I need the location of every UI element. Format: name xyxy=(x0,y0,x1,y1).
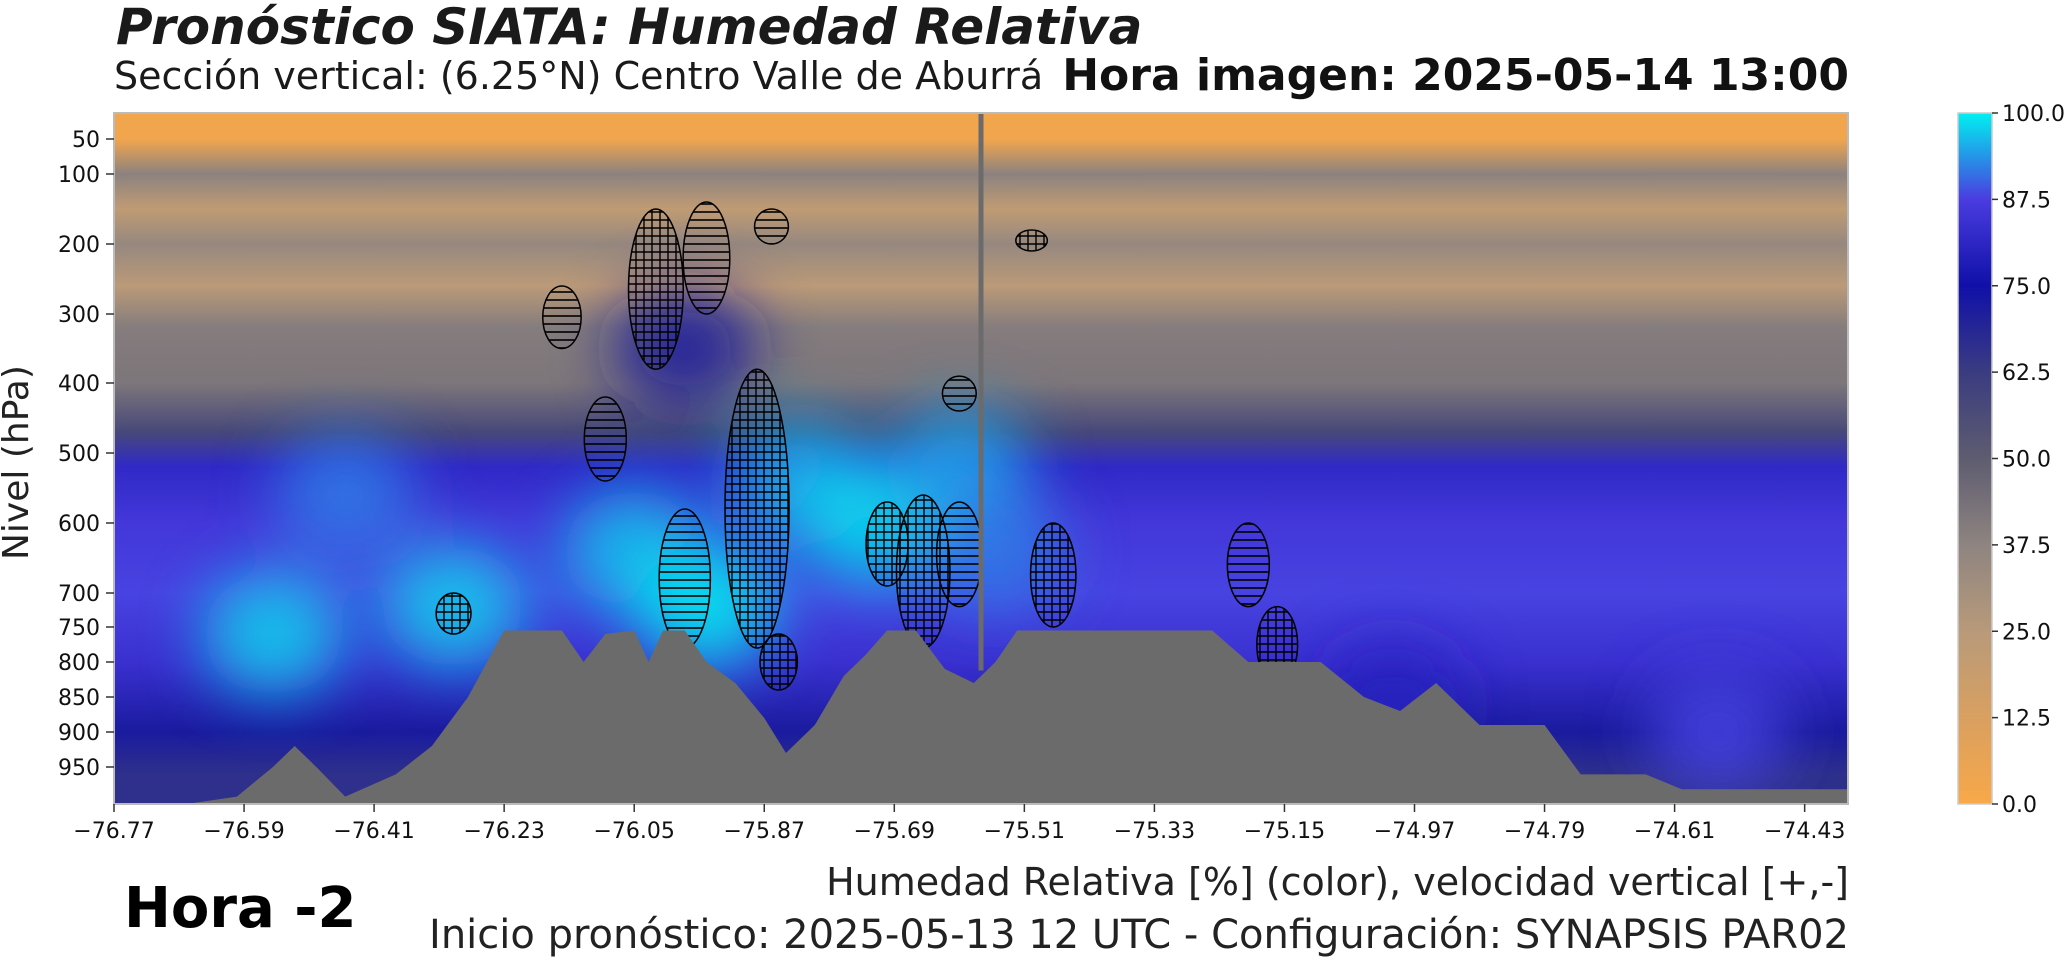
y-tick-label: 600 xyxy=(58,512,100,537)
y-tick-label: 100 xyxy=(58,163,100,188)
colorbar-tick-label: 50.0 xyxy=(2002,448,2051,473)
x-tick-label: −75.33 xyxy=(1114,819,1195,844)
x-tick-label: −76.41 xyxy=(333,819,414,844)
moist-region xyxy=(1647,672,1788,792)
y-tick-label: 500 xyxy=(58,442,100,467)
hatch-descent xyxy=(941,375,977,412)
x-tick-label: −75.15 xyxy=(1244,819,1325,844)
hatch-descent xyxy=(682,201,731,315)
x-tick-label: −74.61 xyxy=(1634,819,1715,844)
colorbar-tick-label: 25.0 xyxy=(2002,620,2051,645)
moist-region xyxy=(202,574,343,694)
moist-region xyxy=(275,435,416,555)
hatch-descent xyxy=(935,501,983,608)
colorbar-tick-label: 12.5 xyxy=(2002,707,2051,732)
x-tick-label: −76.23 xyxy=(463,819,544,844)
y-tick-label: 850 xyxy=(58,686,100,711)
hour-offset-label: Hora -2 xyxy=(124,876,357,941)
terrain-mask xyxy=(114,630,1848,804)
x-tick-label: −75.51 xyxy=(984,819,1065,844)
y-tick-label: 200 xyxy=(58,233,100,258)
y-tick-label: 400 xyxy=(58,372,100,397)
x-tick-label: −74.97 xyxy=(1374,819,1455,844)
y-tick-label: 750 xyxy=(58,616,100,641)
hatch-descent xyxy=(753,208,790,245)
hatch-descent xyxy=(658,508,712,649)
colorbar-tick-label: 75.0 xyxy=(2002,275,2051,300)
y-tick-label: 50 xyxy=(72,128,100,153)
hatch-ascent xyxy=(759,633,799,691)
hatch-descent xyxy=(583,396,628,482)
x-tick-label: −76.59 xyxy=(203,819,284,844)
chart-title: Pronóstico SIATA: Humedad Relativa xyxy=(116,0,1143,56)
hatch-ascent xyxy=(627,208,684,370)
colorbar-tick-label: 100.0 xyxy=(2002,102,2065,127)
y-tick-label: 700 xyxy=(58,582,100,607)
image-time-label: Hora imagen: 2025-05-14 13:00 xyxy=(1062,50,1849,101)
hatch-ascent xyxy=(1029,522,1077,628)
x-tick-label: −75.69 xyxy=(854,819,935,844)
x-tick-label: −76.05 xyxy=(593,819,674,844)
hatch-ascent xyxy=(435,592,472,635)
x-tick-label: −75.87 xyxy=(724,819,805,844)
y-tick-label: 950 xyxy=(58,756,100,781)
x-tick-label: −76.77 xyxy=(73,819,154,844)
x-tick-label: −74.43 xyxy=(1764,819,1845,844)
y-tick-label: 300 xyxy=(58,303,100,328)
plot-frame xyxy=(113,112,1849,805)
chart-subtitle: Sección vertical: (6.25°N) Centro Valle … xyxy=(114,54,1044,98)
x-axis-caption: Humedad Relativa [%] (color), velocidad … xyxy=(826,860,1849,904)
hatch-ascent xyxy=(1015,229,1049,252)
forecast-init-info: Inicio pronóstico: 2025-05-13 12 UTC - C… xyxy=(429,912,1849,958)
colorbar-tick-label: 0.0 xyxy=(2002,793,2037,818)
colorbar-tick-label: 62.5 xyxy=(2002,361,2051,386)
hatch-descent xyxy=(1226,522,1271,608)
y-tick-label: 900 xyxy=(58,721,100,746)
hatch-ascent xyxy=(724,368,790,649)
hatch-descent xyxy=(541,285,582,350)
colorbar-tick-label: 87.5 xyxy=(2002,188,2051,213)
colorbar xyxy=(1957,112,1993,805)
colorbar-tick-label: 37.5 xyxy=(2002,534,2051,559)
y-tick-label: 800 xyxy=(58,651,100,676)
x-tick-label: −74.79 xyxy=(1504,819,1585,844)
